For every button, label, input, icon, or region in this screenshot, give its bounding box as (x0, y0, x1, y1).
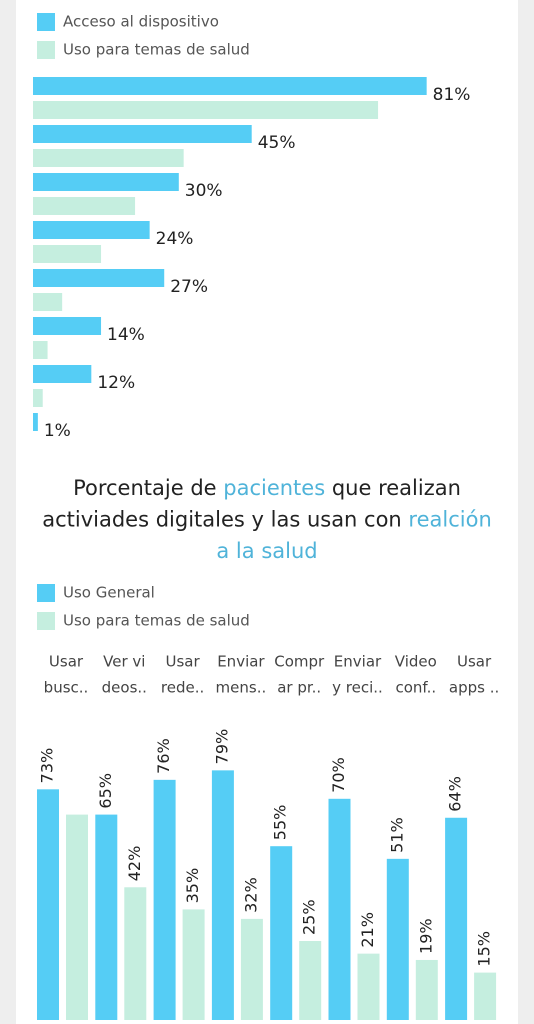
value-label: 27% (170, 277, 208, 297)
title-part: activiades digitales y las usan con (42, 508, 408, 532)
value-label: 42% (125, 846, 144, 882)
x-tick-label: Usar (457, 653, 492, 671)
bar (211, 770, 234, 1020)
x-tick-label: Compr (274, 653, 325, 671)
bar (33, 293, 63, 311)
value-label: 21% (358, 912, 377, 948)
x-tick-label: Video (395, 653, 437, 671)
bar (299, 941, 322, 1020)
bar (33, 221, 150, 239)
bar (33, 389, 43, 407)
bar (33, 77, 427, 95)
value-label: 76% (154, 738, 173, 774)
bar (182, 909, 205, 1020)
value-label: 15% (475, 931, 494, 967)
value-label: 1% (44, 421, 71, 441)
bar (270, 846, 293, 1020)
x-tick-label: Usar (49, 653, 84, 671)
bar (124, 887, 147, 1020)
bar (445, 817, 468, 1020)
bar (33, 149, 184, 167)
x-tick-label: y reci.. (332, 679, 383, 697)
title-part: que realizan (325, 476, 461, 500)
value-label: 24% (156, 229, 194, 249)
bar (474, 972, 497, 1020)
bar (33, 197, 136, 215)
bar (37, 789, 59, 1020)
x-tick-label: Ver vi (103, 653, 145, 671)
value-label: 73% (38, 748, 57, 784)
legend-label: Uso para temas de salud (63, 612, 250, 630)
legend-label: Uso para temas de salud (63, 41, 250, 59)
legend-swatch (37, 584, 55, 602)
bar (33, 101, 379, 119)
bar (33, 173, 179, 191)
value-label: 30% (185, 181, 223, 201)
bar (95, 814, 118, 1020)
bar (240, 918, 263, 1020)
value-label: 12% (97, 373, 135, 393)
value-label: 32% (241, 877, 260, 913)
title-part: a la salud (216, 539, 317, 563)
legend-swatch (37, 13, 55, 31)
x-tick-label: busc.. (44, 679, 89, 697)
chart-title: Porcentaje de pacientes que realizan acti… (42, 476, 492, 563)
bar (33, 341, 48, 359)
bar (415, 959, 438, 1020)
x-tick-label: deos.. (102, 679, 147, 697)
value-label: 51% (387, 817, 406, 853)
bar (33, 413, 38, 431)
x-tick-label: conf.. (395, 679, 436, 697)
bar (33, 125, 252, 143)
bar (66, 814, 88, 1020)
value-label: 35% (183, 868, 202, 904)
legend-swatch (37, 41, 55, 59)
value-label: 19% (416, 918, 435, 954)
title-part: realción (408, 508, 491, 532)
bar (386, 858, 409, 1020)
x-tick-label: Enviar (334, 653, 382, 671)
legend-swatch (37, 612, 55, 630)
value-label: 25% (300, 899, 319, 935)
value-label: 64% (446, 776, 465, 812)
value-label: 81% (433, 85, 471, 105)
bar (33, 365, 92, 383)
x-tick-label: Enviar (217, 653, 265, 671)
x-tick-label: apps .. (449, 679, 499, 697)
bar (33, 317, 102, 335)
value-label: 55% (271, 805, 290, 841)
x-tick-label: ar pr.. (277, 679, 321, 697)
x-tick-label: rede.. (161, 679, 204, 697)
title-part: Porcentaje de (73, 476, 223, 500)
bar (33, 245, 102, 263)
bar (328, 798, 351, 1020)
value-label: 79% (212, 729, 231, 765)
title-part: pacientes (223, 476, 325, 500)
bar (33, 269, 165, 287)
legend-label: Uso General (63, 584, 155, 602)
value-label: 14% (107, 325, 145, 345)
value-label: 70% (329, 757, 348, 793)
x-tick-label: mens.. (216, 679, 267, 697)
value-label: 65% (96, 773, 115, 809)
legend-label: Acceso al dispositivo (63, 13, 219, 31)
x-tick-label: Usar (166, 653, 201, 671)
value-label: 45% (258, 133, 296, 153)
bar (153, 779, 176, 1020)
bar (357, 953, 380, 1020)
